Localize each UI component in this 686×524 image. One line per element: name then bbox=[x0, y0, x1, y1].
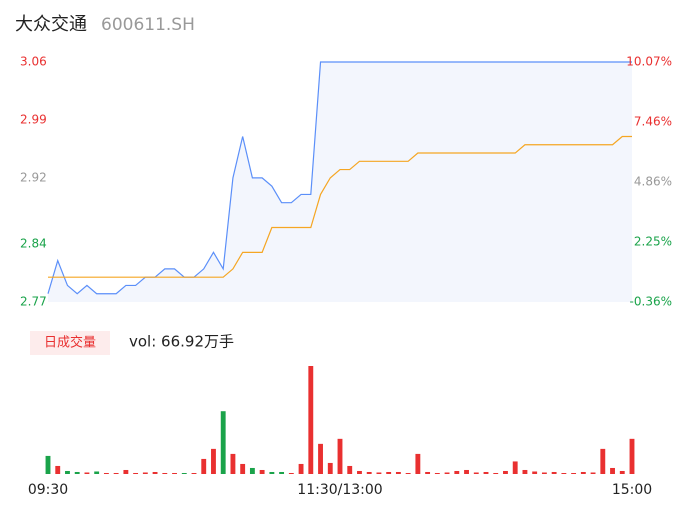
volume-bar bbox=[308, 366, 314, 474]
volume-bar bbox=[405, 472, 411, 474]
price-area bbox=[48, 62, 632, 302]
volume-bar bbox=[298, 463, 304, 474]
volume-bar bbox=[366, 471, 372, 474]
volume-bar bbox=[590, 472, 596, 474]
legend-label: 日成交量 bbox=[44, 335, 96, 351]
volume-bar bbox=[172, 472, 177, 474]
y2-tick-label: 2.25% bbox=[634, 234, 672, 248]
volume-bar bbox=[561, 472, 567, 474]
volume-bar bbox=[191, 472, 197, 474]
y-tick-label: 2.92 bbox=[20, 170, 47, 184]
volume-bar bbox=[571, 472, 577, 474]
volume-bar bbox=[541, 472, 547, 474]
legend-box bbox=[30, 331, 110, 355]
x-tick-label: 15:00 bbox=[612, 482, 652, 498]
volume-bar bbox=[337, 438, 343, 474]
volume-bar bbox=[600, 448, 606, 474]
volume-bar bbox=[181, 472, 187, 474]
volume-bar bbox=[532, 471, 538, 474]
volume-bar bbox=[94, 471, 100, 474]
volume-bar bbox=[103, 472, 109, 474]
y2-tick-label: 7.46% bbox=[634, 115, 672, 129]
volume-bar bbox=[610, 467, 615, 474]
volume-bar bbox=[464, 469, 469, 474]
volume-bar bbox=[425, 471, 431, 474]
volume-bar bbox=[503, 470, 508, 474]
x-tick-label: 11:30/13:00 bbox=[297, 482, 382, 498]
volume-bar bbox=[288, 472, 294, 474]
volume-bar bbox=[240, 463, 246, 474]
volume-bar bbox=[619, 470, 625, 474]
stock-code: 600611.SH bbox=[101, 15, 195, 35]
volume-bar bbox=[454, 470, 460, 474]
volume-bar bbox=[580, 471, 586, 474]
volume-bar bbox=[230, 453, 236, 474]
volume-bar bbox=[347, 465, 353, 474]
volume-bar bbox=[84, 472, 90, 474]
volume-annotation: vol: 66.92万手 bbox=[129, 333, 234, 351]
volume-bar bbox=[386, 471, 392, 474]
volume-bar bbox=[211, 448, 216, 474]
volume-bar bbox=[152, 471, 158, 474]
volume-bar bbox=[220, 411, 226, 474]
volume-bar bbox=[55, 465, 61, 474]
volume-bar bbox=[65, 470, 70, 474]
y2-tick-label: -0.36% bbox=[630, 295, 672, 309]
volume-bar bbox=[259, 469, 265, 474]
y-tick-label: 3.06 bbox=[20, 55, 47, 69]
y-tick-label: 2.84 bbox=[20, 237, 47, 251]
volume-bar bbox=[522, 469, 528, 474]
volume-bar bbox=[512, 461, 518, 474]
volume-bar bbox=[318, 443, 323, 474]
volume-bar bbox=[629, 438, 635, 474]
y-tick-label: 2.77 bbox=[20, 295, 47, 309]
volume-bar bbox=[133, 472, 139, 474]
volume-bar bbox=[249, 467, 255, 474]
volume-bar bbox=[279, 471, 285, 474]
volume-bar bbox=[376, 472, 382, 474]
volume-bar bbox=[269, 471, 275, 474]
stock-name: 大众交通 bbox=[15, 14, 87, 35]
volume-bar bbox=[74, 471, 80, 474]
volume-bar bbox=[395, 471, 401, 474]
volume-bar bbox=[113, 472, 119, 474]
volume-bar bbox=[45, 455, 51, 474]
volume-bar bbox=[483, 471, 489, 474]
y2-tick-label: 4.86% bbox=[634, 174, 672, 188]
volume-bar bbox=[551, 471, 557, 474]
volume-bar bbox=[201, 458, 207, 474]
y-tick-label: 2.99 bbox=[20, 112, 47, 126]
x-tick-label: 09:30 bbox=[28, 482, 68, 498]
volume-bar bbox=[327, 462, 333, 474]
price-line bbox=[48, 135, 632, 278]
volume-bar bbox=[444, 472, 450, 474]
volume-bar bbox=[162, 472, 168, 474]
y2-tick-label: 10.07% bbox=[626, 55, 672, 69]
volume-bar bbox=[434, 472, 440, 474]
volume-bar bbox=[123, 469, 129, 474]
volume-bar bbox=[493, 472, 499, 474]
volume-bar bbox=[142, 472, 148, 474]
volume-bar bbox=[473, 472, 479, 474]
volume-bar bbox=[415, 453, 421, 474]
volume-bar bbox=[357, 470, 362, 474]
